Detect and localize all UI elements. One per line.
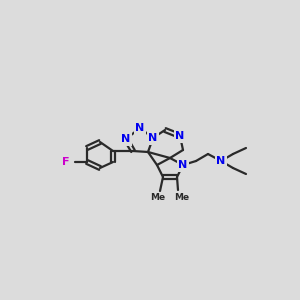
Text: Me: Me (174, 193, 190, 202)
Text: N: N (216, 156, 226, 166)
Text: Me: Me (150, 194, 166, 202)
Text: N: N (148, 133, 158, 143)
Text: N: N (135, 123, 145, 133)
Text: F: F (62, 157, 70, 167)
Text: N: N (176, 131, 184, 141)
Text: N: N (122, 134, 130, 144)
Text: N: N (178, 160, 188, 170)
